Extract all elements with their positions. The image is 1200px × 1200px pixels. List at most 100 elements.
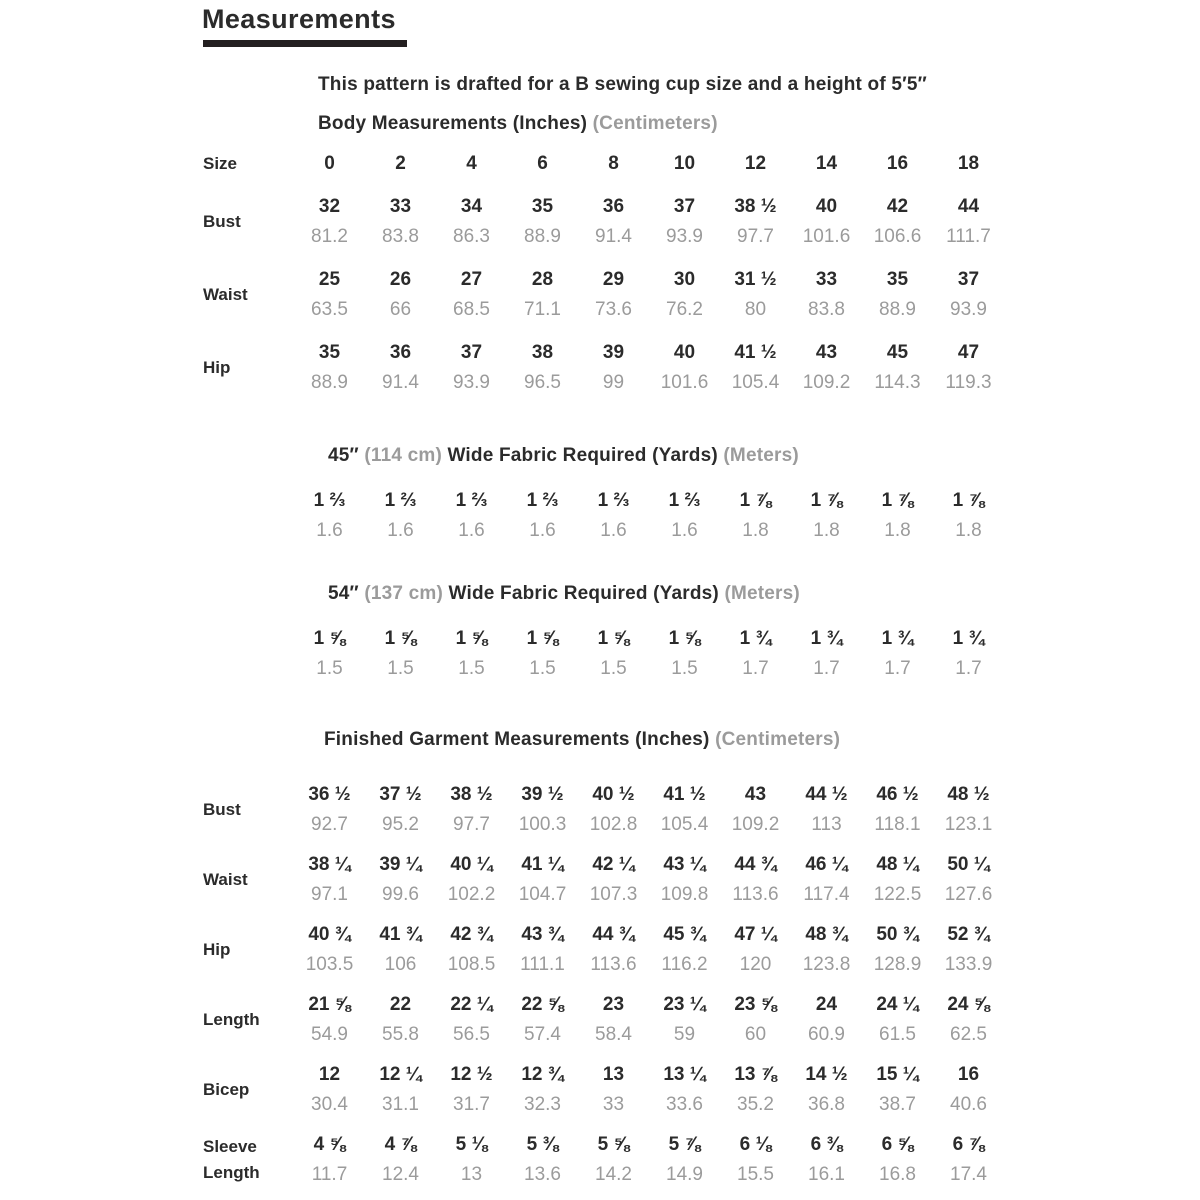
row-cells: 40 ¾ 103.5 41 ¾ 106 42 ¾ 108.5 43 ¾ 111.1 44 ¾ 11… [294, 920, 1004, 980]
value-cell: 12 ¼ 31.1 [365, 1060, 436, 1120]
metric-value: 54.9 [311, 1024, 348, 1045]
value-cell: 40 ¾ 103.5 [294, 920, 365, 980]
metric-value: 88.9 [879, 299, 916, 320]
metric-value: 32.3 [524, 1094, 561, 1115]
metric-value: 1.6 [458, 520, 485, 541]
imperial-value: 23 [602, 994, 625, 1015]
imperial-value: 1 ⅝ [526, 628, 559, 649]
table-row-finished-bicep: Bicep 12 30.4 12 ¼ 31.1 12 ½ 31.7 12 ¾ 32.3 13 33… [203, 1060, 1004, 1120]
value-cell: 35 88.9 [862, 265, 933, 325]
imperial-value: 40 ½ [592, 784, 635, 805]
value-cell: 36 91.4 [578, 192, 649, 252]
metric-value: 97.7 [737, 226, 774, 247]
imperial-value: 47 ¼ [734, 924, 777, 945]
metric-value: 66 [389, 299, 412, 320]
metric-value: 103.5 [305, 954, 354, 975]
imperial-value: 27 [460, 269, 483, 290]
value-cell: 44 ¾ 113.6 [720, 850, 791, 910]
metric-value: 1.8 [813, 520, 840, 541]
metric-value: 105.4 [660, 814, 709, 835]
metric-value: 118.1 [874, 814, 921, 835]
metric-value: 109.2 [802, 372, 851, 393]
metric-value: 15.5 [737, 1164, 774, 1185]
imperial-value: 1 ⅔ [455, 490, 488, 511]
imperial-value: 16 [957, 1064, 980, 1085]
metric-value: 100.3 [518, 814, 567, 835]
value-cell: 39 ½ 100.3 [507, 780, 578, 840]
value-cell: 41 ¼ 104.7 [507, 850, 578, 910]
value-cell: 27 68.5 [436, 265, 507, 325]
value-cell: 13 33 [578, 1060, 649, 1120]
imperial-value: 43 ¾ [521, 924, 564, 945]
row-label-empty [203, 486, 294, 546]
value-cell: 1 ⅔ 1.6 [365, 486, 436, 546]
value-cell: 0 [294, 149, 365, 179]
metric-value: 35.2 [737, 1094, 774, 1115]
value-cell: 48 ¼ 122.5 [862, 850, 933, 910]
imperial-value: 6 ⅛ [739, 1134, 772, 1155]
imperial-value: 38 ¼ [308, 854, 351, 875]
row-label: Bicep [203, 1080, 250, 1099]
metric-value: 14.9 [666, 1164, 703, 1185]
imperial-value: 41 ½ [663, 784, 706, 805]
value-cell: 4 [436, 149, 507, 179]
imperial-value: 25 [318, 269, 341, 290]
metric-value: 63.5 [311, 299, 348, 320]
value-cell: 4 ⅝ 11.7 [294, 1130, 365, 1190]
value-cell: 44 ¾ 113.6 [578, 920, 649, 980]
metric-value: 68.5 [453, 299, 490, 320]
finished-garment-header: Finished Garment Measurements (Inches) (… [324, 729, 840, 751]
value-cell: 40 ¼ 102.2 [436, 850, 507, 910]
imperial-value: 40 ¾ [308, 924, 351, 945]
row-cells: 21 ⅝ 54.9 22 55.8 22 ¼ 56.5 22 ⅝ 57.4 23 58.4 23 ¼… [294, 990, 1004, 1050]
table-row-finished-bust: Bust 36 ½ 92.7 37 ½ 95.2 38 ½ 97.7 39 ½ 100.3 40… [203, 780, 1004, 840]
metric-value: 60.9 [808, 1024, 845, 1045]
metric-value: 92.7 [311, 814, 348, 835]
fabric-45-width-cm: (114 cm) [364, 445, 442, 466]
value-cell: 10 [649, 149, 720, 179]
row-label: Hip [203, 358, 231, 377]
imperial-value: 21 ⅝ [308, 994, 351, 1015]
value-cell: 1 ⅞ 1.8 [862, 486, 933, 546]
imperial-value: 4 ⅞ [384, 1134, 417, 1155]
value-cell: 1 ¾ 1.7 [720, 624, 791, 684]
value-cell: 16 [862, 149, 933, 179]
row-cells: 38 ¼ 97.1 39 ¼ 99.6 40 ¼ 102.2 41 ¼ 104.7 42 ¼ 10… [294, 850, 1004, 910]
value-cell: 6 ⅞ 17.4 [933, 1130, 1004, 1190]
imperial-value: 1 ¾ [881, 628, 914, 649]
metric-value: 1.6 [316, 520, 343, 541]
value-cell: 1 ⅝ 1.5 [507, 624, 578, 684]
row-cells: 4 ⅝ 11.7 4 ⅞ 12.4 5 ⅛ 13 5 ⅜ 13.6 5 ⅝ 14.2 5 ⅞ 14.9… [294, 1130, 1004, 1190]
value-cell: 8 [578, 149, 649, 179]
imperial-value: 37 ½ [379, 784, 422, 805]
metric-value: 127.6 [944, 884, 993, 905]
row-cells: 12 30.4 12 ¼ 31.1 12 ½ 31.7 12 ¾ 32.3 13 33 13 ¼ 33… [294, 1060, 1004, 1120]
value-cell: 33 83.8 [791, 265, 862, 325]
imperial-value: 44 ¾ [592, 924, 635, 945]
row-label: Waist [203, 285, 248, 304]
value-cell: 42 ¾ 108.5 [436, 920, 507, 980]
row-label: Bust [203, 212, 241, 231]
value-cell: 37 93.9 [436, 338, 507, 398]
metric-value: 61.5 [879, 1024, 916, 1045]
metric-value: 91.4 [595, 226, 632, 247]
table-row-body-hip: Hip 35 88.9 36 91.4 37 93.9 38 96.5 39 99 40 101.6 4… [203, 338, 1004, 398]
imperial-value: 0 [324, 153, 335, 174]
imperial-value: 2 [395, 153, 406, 174]
imperial-value: 22 ¼ [450, 994, 493, 1015]
imperial-value: 10 [673, 153, 696, 174]
imperial-value: 33 [389, 196, 412, 217]
imperial-value: 48 ½ [947, 784, 990, 805]
page-title: Measurements [202, 4, 396, 34]
value-cell: 15 ¼ 38.7 [862, 1060, 933, 1120]
metric-value: 128.9 [873, 954, 922, 975]
imperial-value: 32 [318, 196, 341, 217]
value-cell: 1 ⅔ 1.6 [507, 486, 578, 546]
imperial-value: 1 ⅞ [739, 490, 772, 511]
value-cell: 6 [507, 149, 578, 179]
value-cell: 29 73.6 [578, 265, 649, 325]
imperial-value: 24 [815, 994, 838, 1015]
metric-value: 1.5 [671, 658, 698, 679]
value-cell: 6 ⅛ 15.5 [720, 1130, 791, 1190]
